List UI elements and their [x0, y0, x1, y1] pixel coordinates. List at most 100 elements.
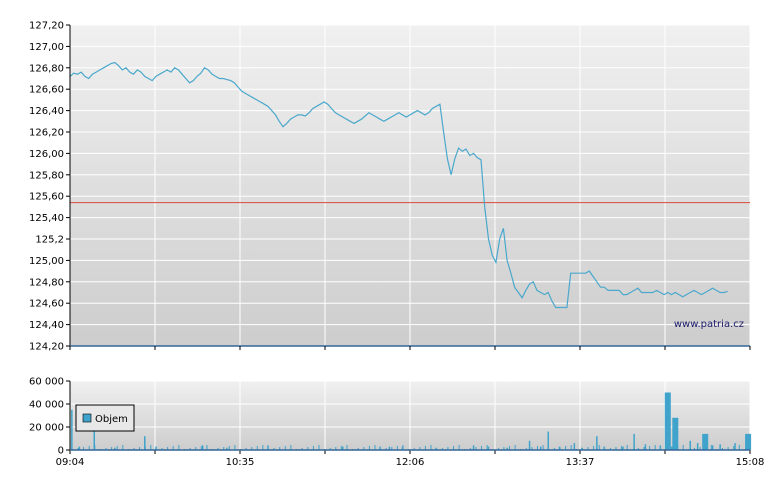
volume-bar-small	[598, 445, 600, 450]
volume-bar-small	[167, 447, 169, 450]
volume-bar-small	[402, 445, 404, 450]
volume-y-axis: 60 000 40 000 20 000 0	[29, 377, 70, 457]
volume-bar-small	[284, 446, 286, 450]
volume-bar	[487, 446, 490, 450]
volume-bar-small	[385, 448, 387, 450]
volume-bar-small	[553, 448, 555, 450]
volume-bar-small	[234, 445, 236, 450]
volume-bar-small	[290, 445, 292, 450]
price-y-tick-label: 126,00	[29, 149, 64, 160]
price-axes	[69, 25, 751, 350]
volume-bar-small	[368, 446, 370, 450]
volume-bar-small	[649, 446, 651, 450]
volume-bar-small	[335, 447, 337, 450]
volume-bar-small	[509, 446, 510, 450]
volume-bar-small	[581, 448, 583, 450]
volume-bar-small	[111, 447, 113, 450]
volume-bar	[664, 392, 671, 450]
volume-bar	[581, 447, 583, 450]
volume-bar-small	[458, 445, 460, 450]
volume-bar-small	[161, 448, 163, 450]
volume-bar-small	[396, 446, 398, 450]
volume-bar	[644, 444, 647, 451]
volume-bar-small	[430, 445, 432, 450]
volume-bar	[435, 447, 437, 450]
volume-axes	[69, 381, 750, 451]
volume-bar-small	[329, 448, 331, 450]
volume-bar-small	[223, 447, 225, 450]
price-y-tick-label: 125,60	[29, 192, 64, 203]
volume-bar-small	[469, 448, 471, 450]
volume-bar	[719, 444, 721, 451]
volume-bar-small	[542, 445, 544, 450]
volume-bar-small	[374, 445, 376, 450]
volume-bar-small	[486, 445, 488, 450]
volume-bar	[633, 433, 635, 450]
volume-bar-small	[178, 445, 180, 450]
volume-bar-small	[206, 445, 208, 450]
price-y-tick-label: 126,60	[29, 85, 64, 96]
volume-bar-small	[340, 446, 342, 450]
volume-bar-small	[116, 446, 118, 450]
volume-bar	[603, 446, 605, 450]
volume-bar-small	[447, 447, 449, 450]
x-tick-label: 13:37	[566, 457, 595, 468]
volume-bar-small	[88, 446, 90, 450]
volume-bar-small	[94, 445, 96, 450]
volume-bar-small	[133, 448, 135, 450]
volume-bar	[379, 446, 381, 450]
volume-bar-small	[453, 446, 454, 450]
watermark: www.patria.cz	[674, 319, 744, 330]
volume-bar	[144, 436, 146, 450]
volume-bar	[547, 431, 549, 450]
volume-bar-small	[559, 447, 561, 450]
price-panel: 127,20 127,00 126,80 126,60 126,40 126,20 126,…	[29, 21, 751, 353]
volume-bar	[689, 440, 691, 450]
volume-bar-small	[570, 445, 572, 450]
volume-bar-small	[514, 445, 516, 450]
volume-bar-small	[722, 448, 723, 450]
legend-swatch	[82, 413, 92, 423]
volume-y-tick-label: 60 000	[29, 377, 64, 388]
volume-y-tick-label: 40 000	[29, 400, 64, 411]
volume-bar	[388, 446, 391, 450]
price-y-tick-label: 124,40	[29, 320, 64, 331]
volume-bar-small	[727, 447, 729, 450]
volume-bar	[114, 447, 116, 450]
price-y-tick-label: 124,60	[29, 299, 64, 310]
volume-bar-small	[228, 446, 230, 450]
volume-bar-small	[245, 448, 247, 450]
volume-bar-small	[200, 446, 202, 450]
volume-bar-small	[677, 446, 679, 450]
volume-bar-small	[77, 448, 79, 450]
volume-bar-small	[251, 447, 253, 450]
volume-bar	[528, 440, 531, 450]
x-tick-label: 15:08	[736, 457, 765, 468]
volume-bar-small	[144, 446, 146, 450]
volume-bar	[734, 443, 736, 450]
volume-bar-small	[531, 447, 533, 450]
volume-bar-small	[593, 446, 595, 450]
volume-bar	[696, 443, 699, 450]
volume-bar	[622, 446, 624, 450]
volume-bar-small	[318, 445, 320, 450]
volume-bar-small	[441, 448, 443, 450]
volume-bar-small	[626, 445, 628, 450]
volume-bar-small	[621, 446, 623, 450]
volume-bar-small	[671, 447, 673, 450]
volume-bar-small	[217, 448, 219, 450]
price-y-tick-label: 127,20	[29, 21, 64, 32]
volume-y-tick-label: 20 000	[29, 423, 64, 434]
volume-bar-small	[587, 447, 589, 450]
volume-bar	[342, 446, 344, 450]
volume-bar-small	[475, 447, 477, 450]
volume-bar-small	[699, 447, 701, 450]
volume-bar	[702, 433, 709, 450]
price-y-tick-label: 126,80	[29, 63, 64, 74]
volume-bar-small	[363, 447, 365, 450]
price-y-tick-label: 125,2	[35, 235, 64, 246]
volume-bar-small	[189, 448, 191, 450]
legend-label: Objem	[95, 414, 128, 425]
price-y-tick-label: 124,80	[29, 277, 64, 288]
volume-bar-small	[122, 445, 124, 450]
